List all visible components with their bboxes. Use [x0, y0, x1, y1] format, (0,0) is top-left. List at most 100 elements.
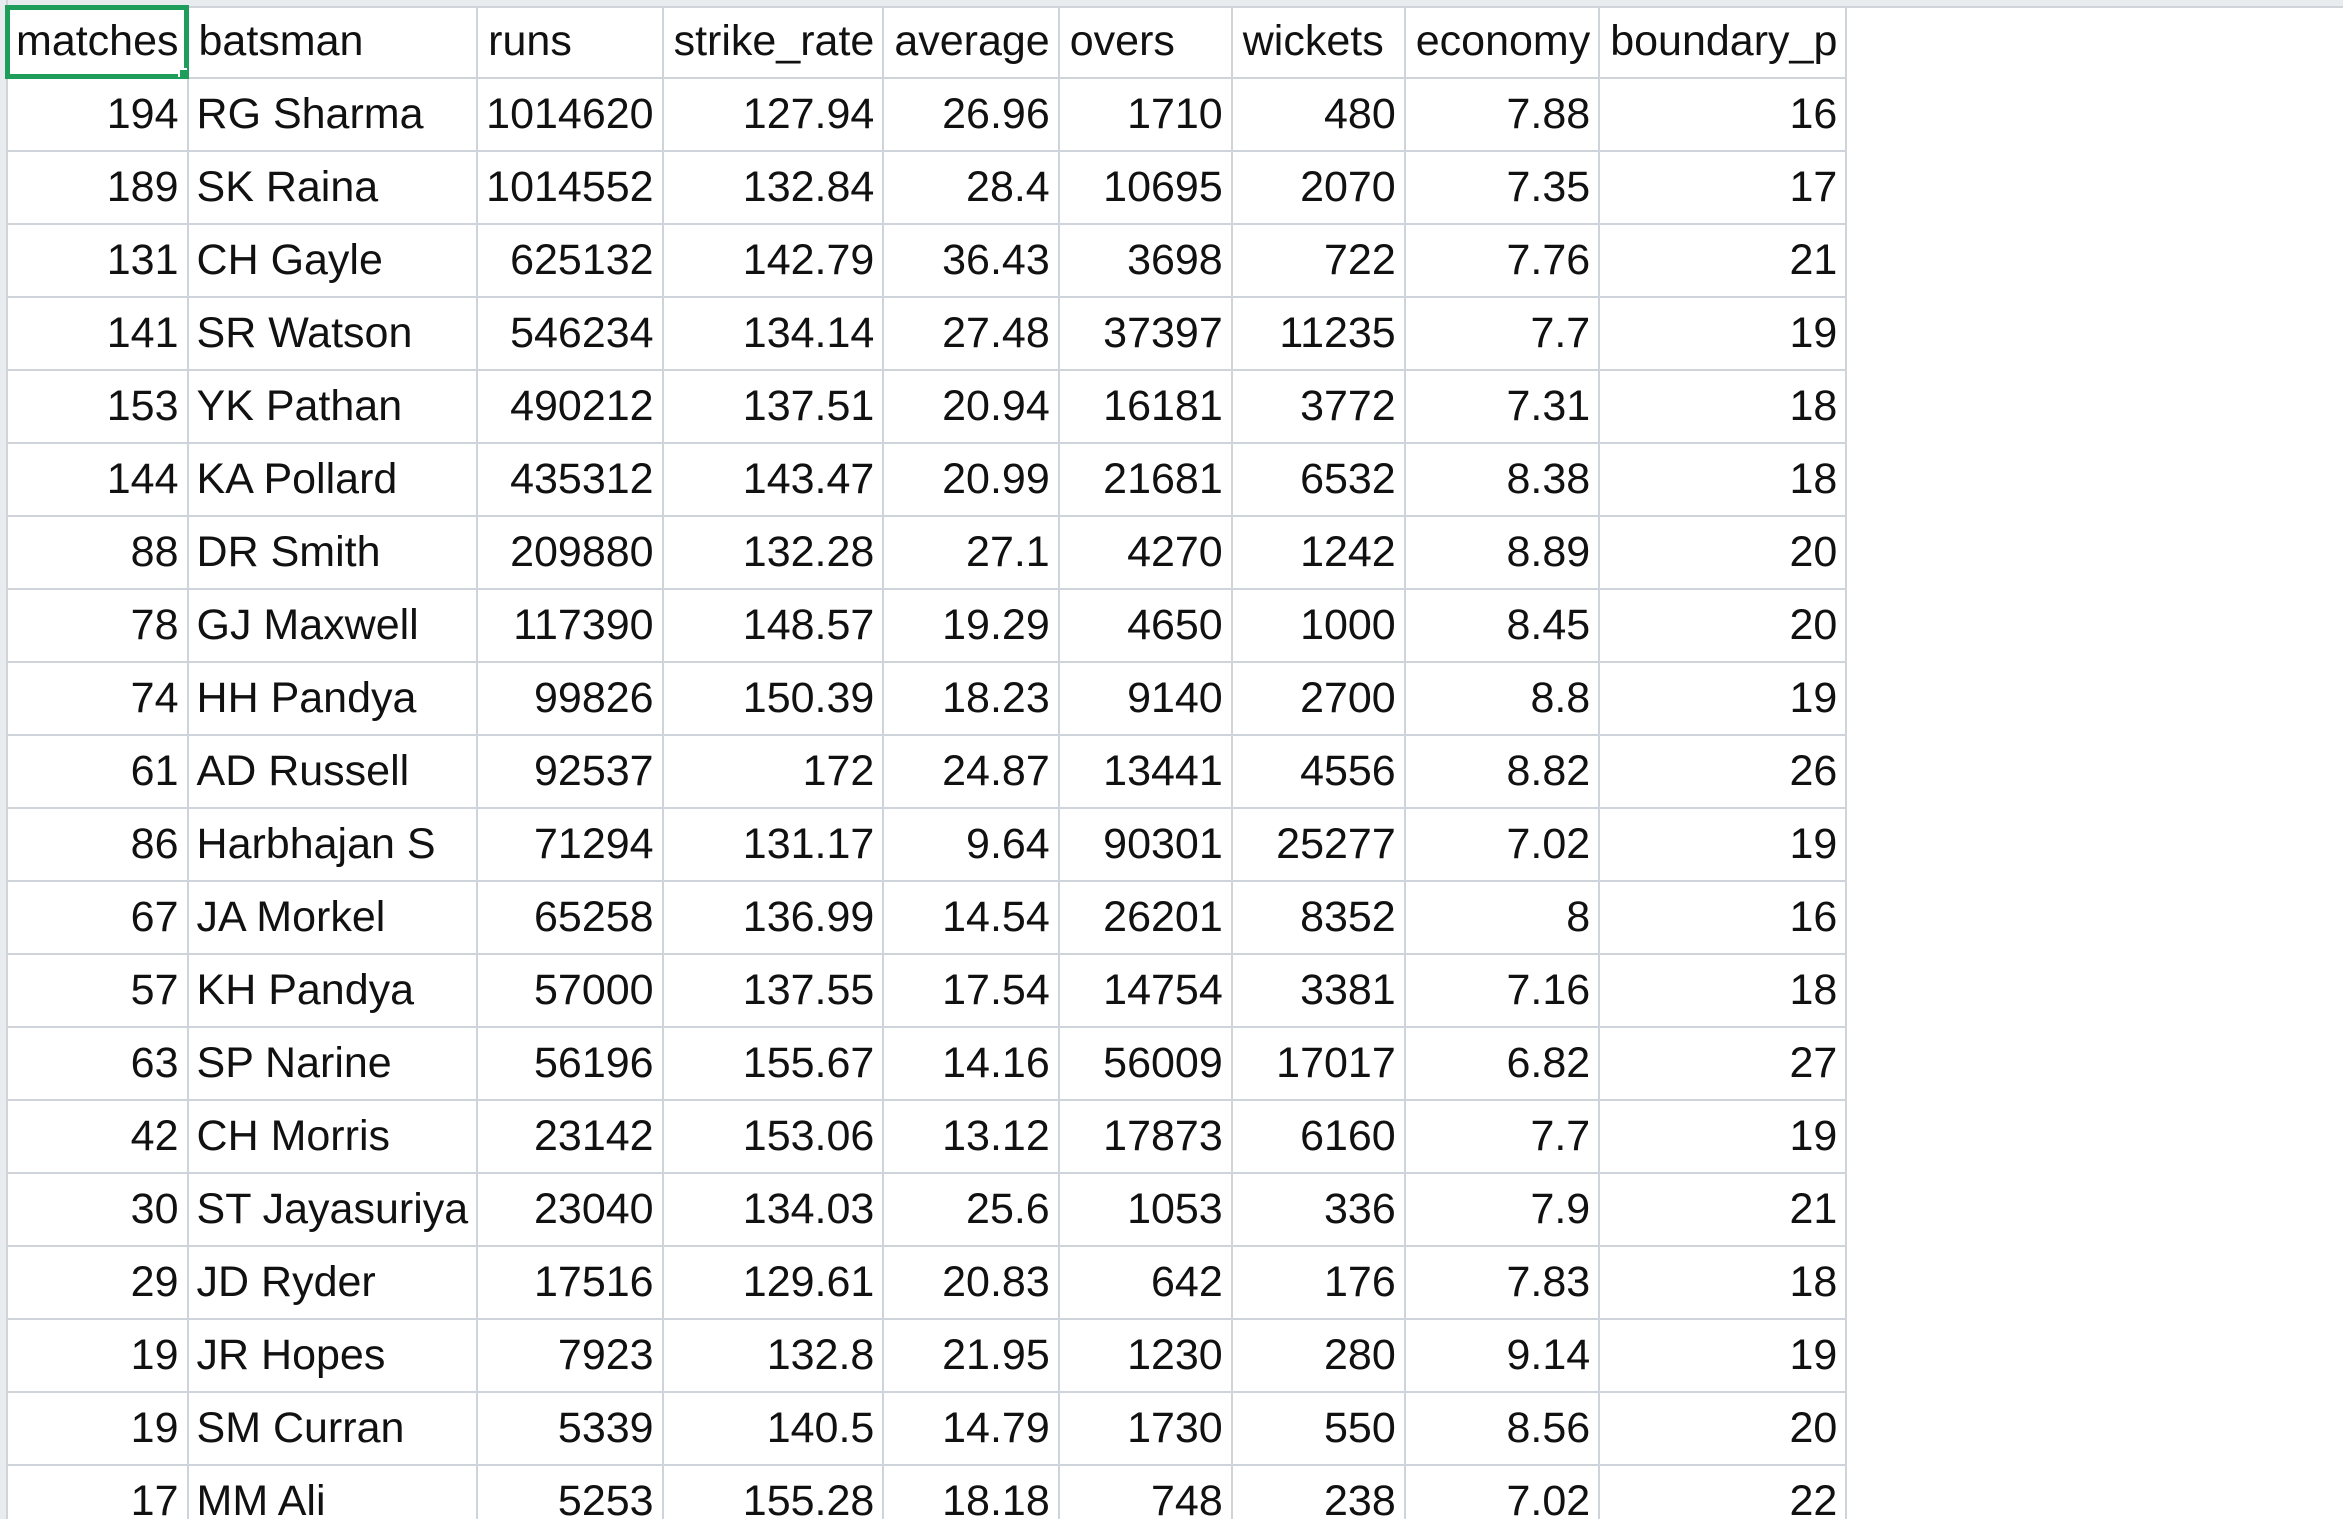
- table-cell-average[interactable]: 27.48: [883, 297, 1060, 371]
- table-cell-strike-rate[interactable]: 131.17: [662, 808, 885, 882]
- table-cell-average[interactable]: 20.83: [883, 1246, 1060, 1320]
- table-cell-batsman[interactable]: JR Hopes: [187, 1319, 479, 1393]
- table-cell-batsman[interactable]: SK Raina: [187, 151, 479, 225]
- table-cell-average[interactable]: 14.54: [883, 881, 1060, 955]
- table-cell-batsman[interactable]: HH Pandya: [187, 662, 479, 736]
- table-cell-runs[interactable]: 17516: [477, 1246, 664, 1320]
- table-cell-average[interactable]: 26.96: [883, 78, 1060, 152]
- table-cell-strike-rate[interactable]: 127.94: [662, 78, 885, 152]
- table-cell-boundary-p[interactable]: 19: [1599, 808, 1848, 882]
- table-cell-wickets[interactable]: 280: [1231, 1319, 1406, 1393]
- table-cell-batsman[interactable]: MM Ali: [187, 1465, 479, 1519]
- table-cell-batsman[interactable]: SR Watson: [187, 297, 479, 371]
- table-cell-matches[interactable]: 42: [6, 1100, 189, 1174]
- table-cell-economy[interactable]: 8.8: [1404, 662, 1601, 736]
- table-cell-matches[interactable]: 88: [6, 516, 189, 590]
- table-cell-boundary-p[interactable]: 19: [1599, 662, 1848, 736]
- table-cell-overs[interactable]: 1710: [1058, 78, 1233, 152]
- table-cell-strike-rate[interactable]: 143.47: [662, 443, 885, 517]
- table-cell-strike-rate[interactable]: 148.57: [662, 589, 885, 663]
- table-cell-runs[interactable]: 23142: [477, 1100, 664, 1174]
- table-cell-wickets[interactable]: 17017: [1231, 1027, 1406, 1101]
- column-header-cell[interactable]: strike_rate: [662, 6, 885, 79]
- column-header-cell[interactable]: batsman: [187, 6, 479, 79]
- table-cell-runs[interactable]: 209880: [477, 516, 664, 590]
- table-cell-economy[interactable]: 8.45: [1404, 589, 1601, 663]
- table-cell-average[interactable]: 21.95: [883, 1319, 1060, 1393]
- table-cell-matches[interactable]: 19: [6, 1392, 189, 1466]
- table-cell-wickets[interactable]: 722: [1231, 224, 1406, 298]
- table-cell-batsman[interactable]: DR Smith: [187, 516, 479, 590]
- table-cell-overs[interactable]: 21681: [1058, 443, 1233, 517]
- table-cell-batsman[interactable]: CH Morris: [187, 1100, 479, 1174]
- table-cell-average[interactable]: 18.18: [883, 1465, 1060, 1519]
- table-cell-overs[interactable]: 13441: [1058, 735, 1233, 809]
- table-cell-overs[interactable]: 17873: [1058, 1100, 1233, 1174]
- table-cell-strike-rate[interactable]: 155.67: [662, 1027, 885, 1101]
- table-cell-boundary-p[interactable]: 26: [1599, 735, 1848, 809]
- table-cell-wickets[interactable]: 6160: [1231, 1100, 1406, 1174]
- table-cell-matches[interactable]: 189: [6, 151, 189, 225]
- table-cell-runs[interactable]: 1014552: [477, 151, 664, 225]
- table-cell-average[interactable]: 36.43: [883, 224, 1060, 298]
- table-cell-economy[interactable]: 8.82: [1404, 735, 1601, 809]
- table-cell-runs[interactable]: 435312: [477, 443, 664, 517]
- table-cell-matches[interactable]: 194: [6, 78, 189, 152]
- table-cell-wickets[interactable]: 11235: [1231, 297, 1406, 371]
- table-cell-runs[interactable]: 92537: [477, 735, 664, 809]
- table-cell-economy[interactable]: 8: [1404, 881, 1601, 955]
- column-header-cell[interactable]: runs: [477, 6, 664, 79]
- table-cell-wickets[interactable]: 2070: [1231, 151, 1406, 225]
- table-cell-matches[interactable]: 153: [6, 370, 189, 444]
- table-cell-wickets[interactable]: 550: [1231, 1392, 1406, 1466]
- table-cell-batsman[interactable]: KH Pandya: [187, 954, 479, 1028]
- table-cell-average[interactable]: 14.79: [883, 1392, 1060, 1466]
- table-cell-matches[interactable]: 86: [6, 808, 189, 882]
- table-cell-batsman[interactable]: GJ Maxwell: [187, 589, 479, 663]
- table-cell-runs[interactable]: 625132: [477, 224, 664, 298]
- table-cell-average[interactable]: 28.4: [883, 151, 1060, 225]
- table-cell-strike-rate[interactable]: 172: [662, 735, 885, 809]
- table-cell-strike-rate[interactable]: 150.39: [662, 662, 885, 736]
- table-cell-average[interactable]: 13.12: [883, 1100, 1060, 1174]
- table-cell-batsman[interactable]: SP Narine: [187, 1027, 479, 1101]
- table-cell-batsman[interactable]: JD Ryder: [187, 1246, 479, 1320]
- table-cell-economy[interactable]: 8.56: [1404, 1392, 1601, 1466]
- table-cell-boundary-p[interactable]: 16: [1599, 78, 1848, 152]
- fill-handle[interactable]: [177, 68, 186, 76]
- table-cell-batsman[interactable]: JA Morkel: [187, 881, 479, 955]
- table-cell-batsman[interactable]: RG Sharma: [187, 78, 479, 152]
- table-cell-runs[interactable]: 490212: [477, 370, 664, 444]
- table-cell-average[interactable]: 9.64: [883, 808, 1060, 882]
- table-cell-economy[interactable]: 8.89: [1404, 516, 1601, 590]
- table-cell-average[interactable]: 20.99: [883, 443, 1060, 517]
- table-cell-boundary-p[interactable]: 27: [1599, 1027, 1848, 1101]
- table-cell-overs[interactable]: 90301: [1058, 808, 1233, 882]
- table-cell-overs[interactable]: 3698: [1058, 224, 1233, 298]
- table-cell-boundary-p[interactable]: 20: [1599, 516, 1848, 590]
- table-cell-batsman[interactable]: CH Gayle: [187, 224, 479, 298]
- column-header-cell[interactable]: overs: [1058, 6, 1233, 79]
- table-cell-overs[interactable]: 37397: [1058, 297, 1233, 371]
- table-cell-batsman[interactable]: ST Jayasuriya: [187, 1173, 479, 1247]
- table-cell-average[interactable]: 24.87: [883, 735, 1060, 809]
- table-cell-boundary-p[interactable]: 16: [1599, 881, 1848, 955]
- table-cell-matches[interactable]: 63: [6, 1027, 189, 1101]
- table-cell-wickets[interactable]: 238: [1231, 1465, 1406, 1519]
- table-cell-boundary-p[interactable]: 18: [1599, 370, 1848, 444]
- table-cell-overs[interactable]: 9140: [1058, 662, 1233, 736]
- table-cell-economy[interactable]: 7.83: [1404, 1246, 1601, 1320]
- table-cell-economy[interactable]: 7.9: [1404, 1173, 1601, 1247]
- table-cell-matches[interactable]: 17: [6, 1465, 189, 1519]
- table-cell-matches[interactable]: 29: [6, 1246, 189, 1320]
- table-cell-economy[interactable]: 8.38: [1404, 443, 1601, 517]
- table-cell-strike-rate[interactable]: 134.03: [662, 1173, 885, 1247]
- table-cell-boundary-p[interactable]: 19: [1599, 1100, 1848, 1174]
- table-cell-average[interactable]: 18.23: [883, 662, 1060, 736]
- table-cell-wickets[interactable]: 6532: [1231, 443, 1406, 517]
- table-cell-matches[interactable]: 78: [6, 589, 189, 663]
- table-cell-matches[interactable]: 30: [6, 1173, 189, 1247]
- table-cell-boundary-p[interactable]: 19: [1599, 1319, 1848, 1393]
- table-cell-matches[interactable]: 19: [6, 1319, 189, 1393]
